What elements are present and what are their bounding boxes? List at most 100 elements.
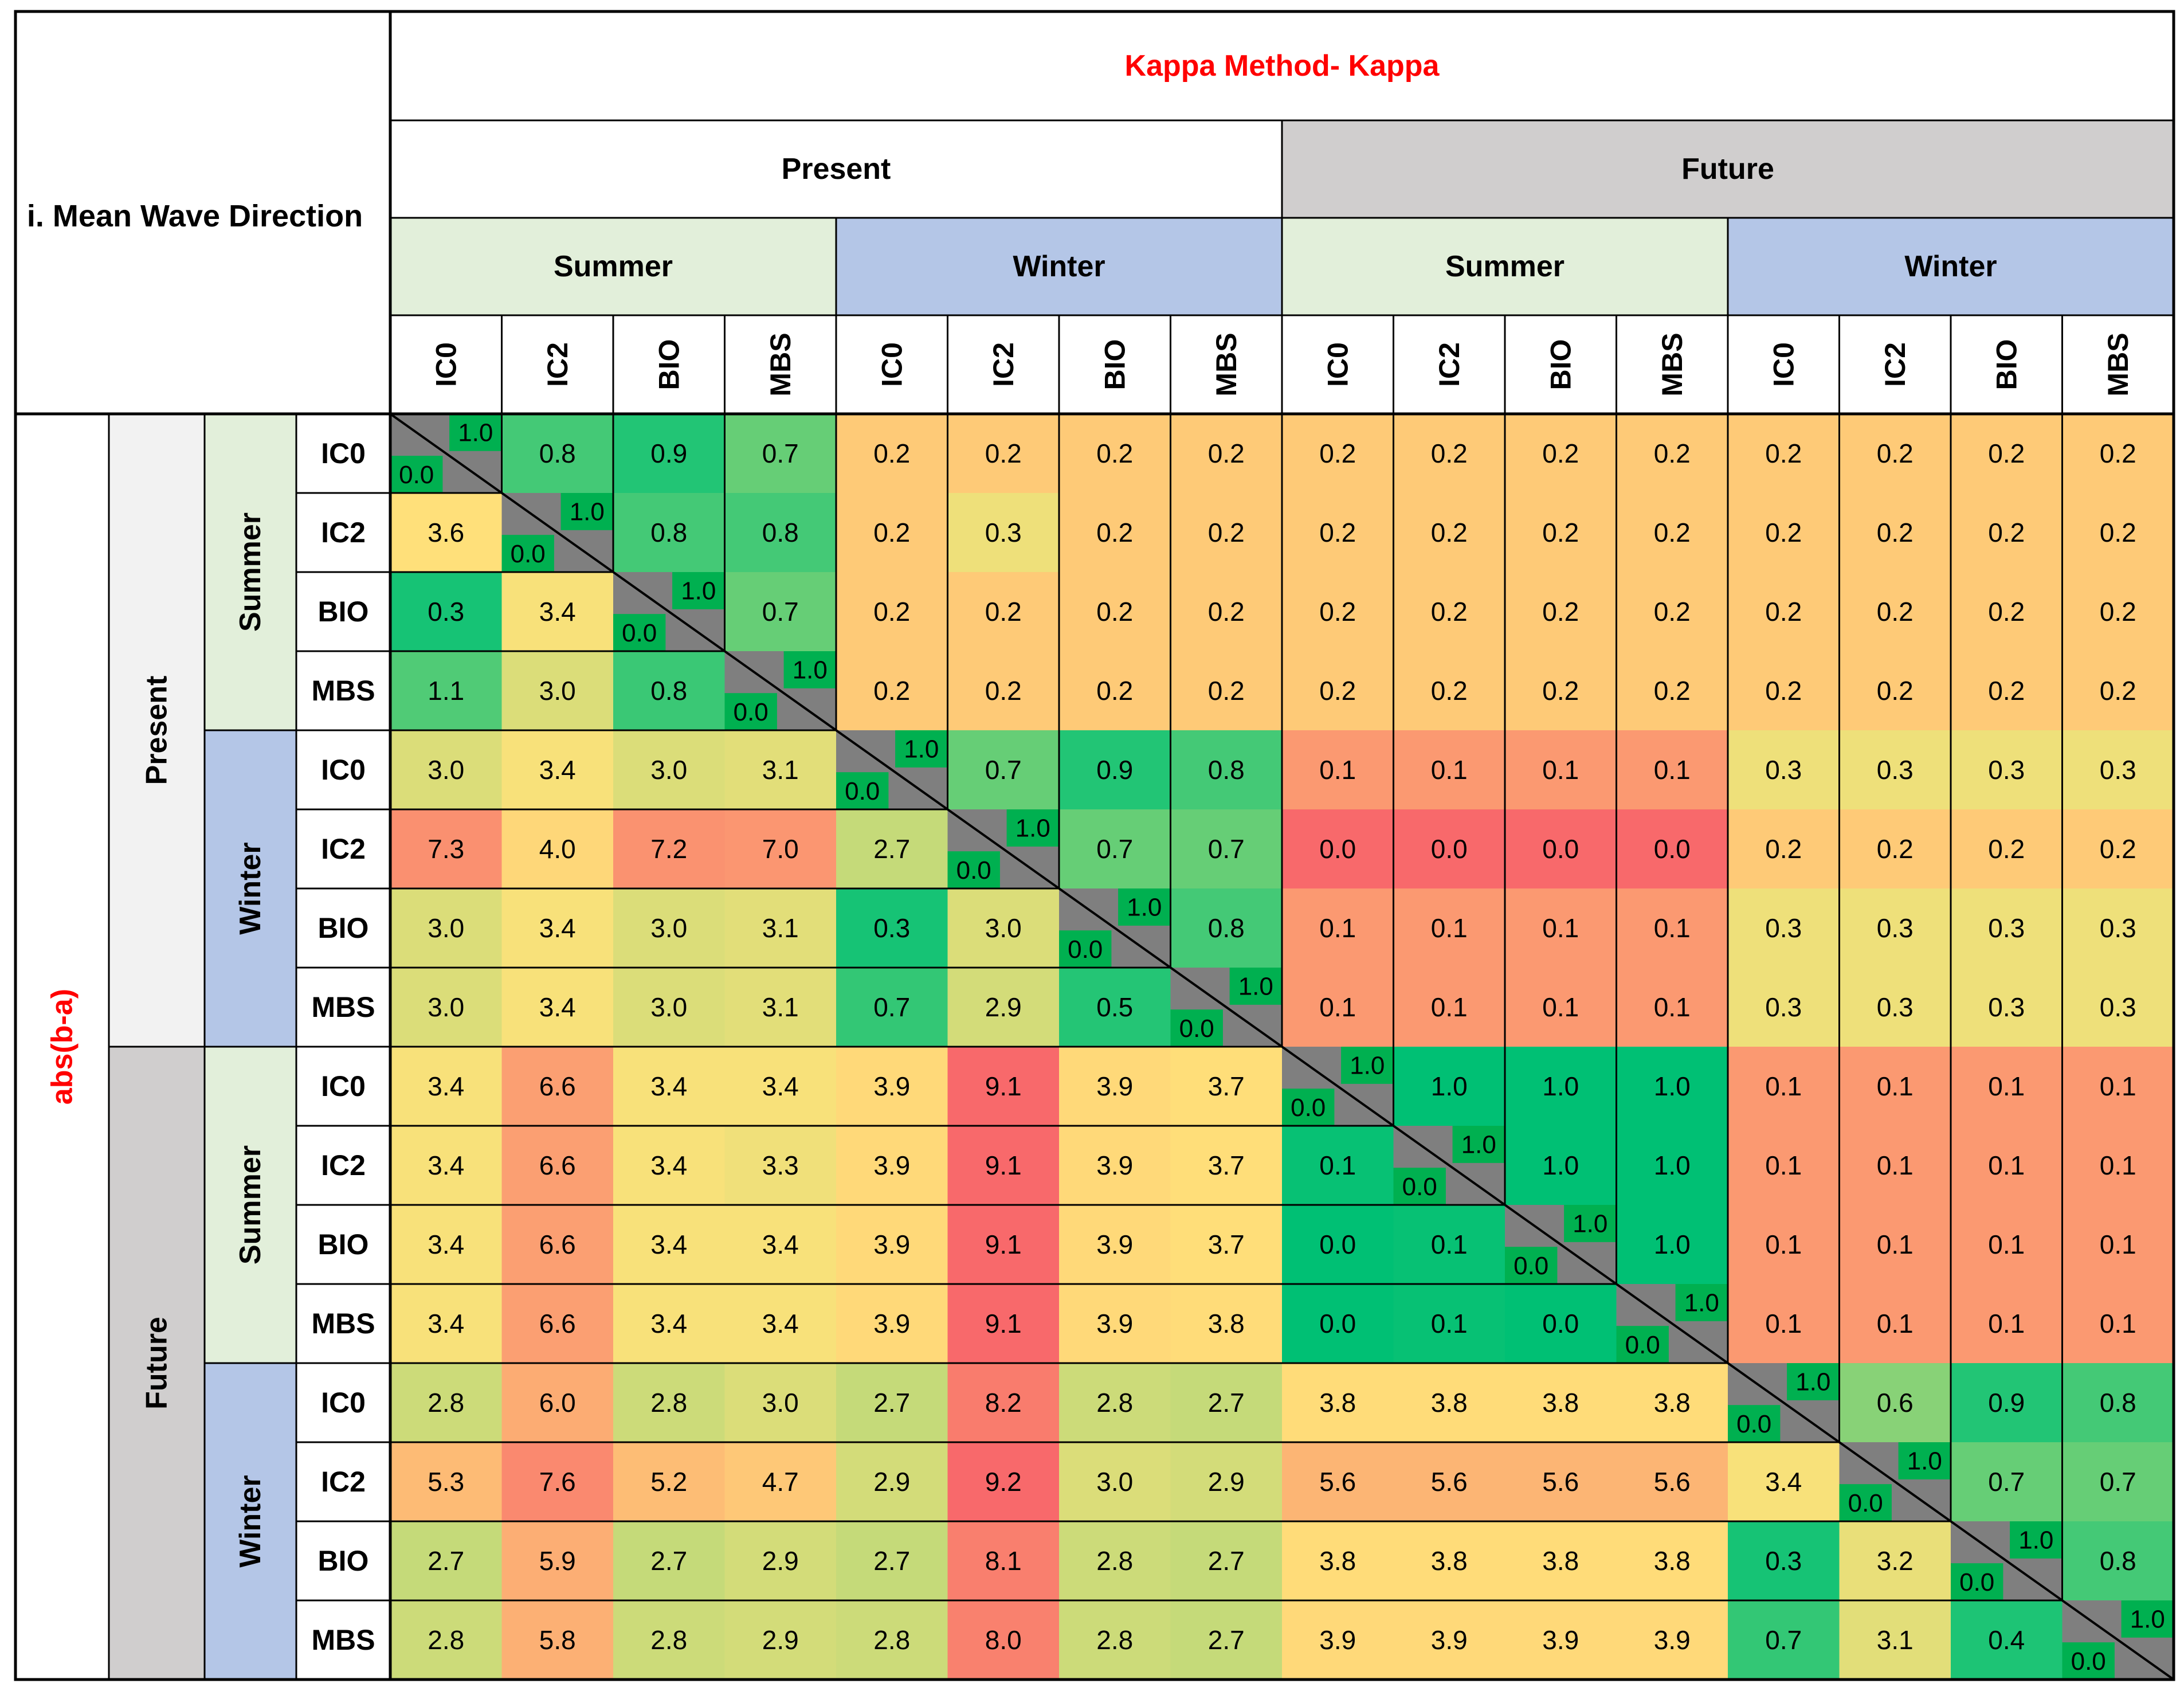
heatmap-cell	[390, 1284, 502, 1363]
diagonal-divider-line	[2061, 1599, 2175, 1681]
diagonal-lower-value: 0.0	[2071, 1647, 2106, 1676]
cell-value: 0.2	[1877, 518, 1914, 547]
cell-value: 0.3	[1988, 913, 2025, 943]
heatmap-cell	[2062, 651, 2174, 730]
cell-value: 3.4	[650, 1309, 687, 1338]
cell-value: 3.8	[1208, 1309, 1245, 1338]
cell-value: 3.9	[873, 1230, 910, 1259]
cell-value: 0.7	[1765, 1625, 1802, 1655]
cell-value: 0.2	[1654, 518, 1691, 547]
cell-value: 5.9	[539, 1546, 576, 1576]
diagonal-upper-label-bg	[2121, 1600, 2174, 1638]
cell-value: 0.0	[1542, 1309, 1579, 1338]
row-model-label: IC0	[321, 1070, 366, 1102]
diagonal-upper-value: 1.0	[1238, 973, 1273, 1001]
heatmap-cell	[1616, 730, 1728, 809]
heatmap-cell	[501, 1205, 613, 1284]
heatmap-cell	[2062, 968, 2174, 1047]
heatmap-cell	[1728, 809, 1840, 888]
column-model-label: IC2	[542, 342, 574, 387]
heatmap-cell	[1059, 493, 1171, 572]
heatmap-cell	[1170, 1205, 1282, 1284]
heatmap-cell	[1282, 1442, 1394, 1521]
diagonal-lower-value: 0.0	[1513, 1252, 1548, 1280]
cell-value: 0.7	[1208, 834, 1245, 864]
heatmap-cell	[1616, 1205, 1728, 1284]
heatmap-cell	[836, 651, 948, 730]
heatmap-cell	[1059, 1047, 1171, 1126]
diagonal-lower-label-bg	[1170, 1009, 1223, 1047]
column-model-label: BIO	[1544, 339, 1577, 390]
cell-value: 0.2	[1096, 676, 1133, 706]
heatmap-cell	[1170, 1442, 1282, 1521]
cell-value: 0.3	[2100, 913, 2136, 943]
heatmap-cell	[947, 968, 1059, 1047]
cell-value: 0.3	[1765, 992, 1802, 1022]
heatmap-cell	[1839, 1521, 1951, 1600]
cell-value: 0.2	[1208, 597, 1245, 627]
heatmap-cell	[836, 1205, 948, 1284]
cell-value: 0.2	[1765, 597, 1802, 627]
heatmap-cell	[1951, 572, 2063, 651]
heatmap-cell	[613, 1047, 725, 1126]
heatmap-cell	[836, 809, 948, 888]
diagonal-divider-line	[389, 413, 503, 494]
cell-value: 0.2	[1542, 439, 1579, 468]
heatmap-cell	[613, 809, 725, 888]
diagonal-lower-value: 0.0	[399, 461, 434, 489]
heatmap-cell	[724, 1205, 836, 1284]
heatmap-cell	[1059, 1521, 1171, 1600]
cell-value: 2.9	[985, 992, 1022, 1022]
diagonal-lower-value: 0.0	[1179, 1015, 1214, 1043]
cell-value: 3.9	[873, 1309, 910, 1338]
heatmap-cell	[1282, 414, 1394, 493]
heatmap-cell	[2062, 888, 2174, 968]
column-model-label: MBS	[1210, 332, 1242, 396]
cell-value: 0.3	[1988, 755, 2025, 785]
heatmap-cell	[1170, 730, 1282, 809]
heatmap-cell	[947, 888, 1059, 968]
diagonal-divider-line	[1170, 966, 1283, 1048]
cell-value: 3.9	[1096, 1071, 1133, 1101]
cell-value: 2.7	[1208, 1388, 1245, 1418]
heatmap-cell	[390, 968, 502, 1047]
header-season-label: Summer	[1445, 250, 1565, 283]
heatmap-cell	[1393, 1521, 1505, 1600]
cell-value: 0.2	[1319, 676, 1356, 706]
heatmap-cell	[501, 730, 613, 809]
cell-value: 3.4	[428, 1150, 464, 1180]
diagonal-lower-label-bg	[613, 614, 666, 651]
cell-value: 3.9	[1542, 1625, 1579, 1655]
cell-value: 0.4	[1988, 1625, 2025, 1655]
heatmap-cell	[1393, 888, 1505, 968]
diagonal-upper-value: 1.0	[1350, 1052, 1385, 1080]
cell-value: 3.0	[428, 913, 464, 943]
heatmap-cell	[1505, 1600, 1617, 1680]
cell-value: 2.8	[650, 1388, 687, 1418]
heatmap-cell	[1951, 809, 2063, 888]
heatmap-cell	[947, 1600, 1059, 1680]
cell-value: 0.3	[2100, 992, 2136, 1022]
heatmap-cell	[1059, 572, 1171, 651]
heatmap-cell	[1728, 493, 1840, 572]
heatmap-cell	[501, 651, 613, 730]
cell-value: 0.0	[1319, 1309, 1356, 1338]
column-model-label: MBS	[764, 332, 797, 396]
cell-value: 0.8	[1208, 755, 1245, 785]
heatmap-cell	[1616, 968, 1728, 1047]
heatmap-cell	[1170, 651, 1282, 730]
header-future-cell	[1282, 120, 2174, 218]
cell-value: 0.3	[1988, 992, 2025, 1022]
side-season-cell	[205, 730, 296, 1047]
diagonal-upper-label-bg	[1118, 888, 1171, 926]
heatmap-cell	[1393, 1600, 1505, 1680]
cell-value: 0.2	[1765, 439, 1802, 468]
cell-value: 3.1	[762, 992, 799, 1022]
heatmap-cell	[1059, 651, 1171, 730]
diagonal-divider-line	[1281, 1046, 1394, 1127]
heatmap-cell	[501, 1126, 613, 1205]
cell-value: 0.2	[1096, 597, 1133, 627]
diagonal-upper-label-bg	[1787, 1363, 1840, 1400]
row-model-label: IC2	[321, 833, 366, 865]
